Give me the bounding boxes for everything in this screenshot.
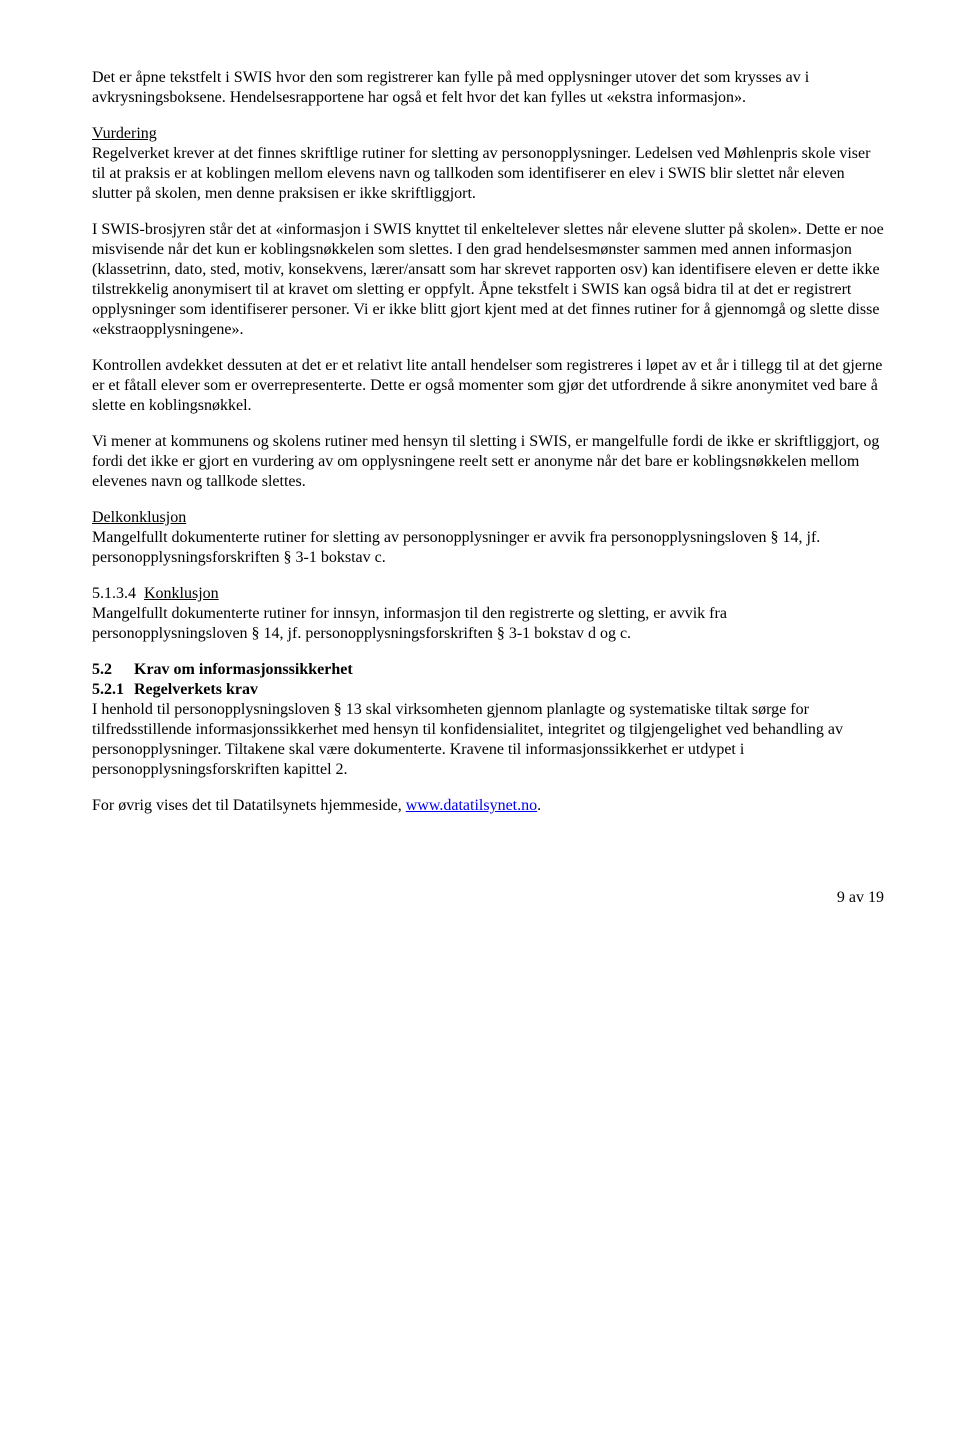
paragraph-text: For øvrig vises det til Datatilsynets hj…	[92, 797, 406, 814]
paragraph-text: I henhold til personopplysningsloven § 1…	[92, 701, 843, 778]
paragraph: Det er åpne tekstfelt i SWIS hvor den so…	[92, 68, 884, 108]
section-heading: 5.2Krav om informasjonssikkerhet	[92, 660, 884, 680]
paragraph-text: Regelverket krever at det finnes skriftl…	[92, 145, 870, 202]
datatilsynet-link[interactable]: www.datatilsynet.no	[406, 797, 537, 814]
subheading-vurdering: Vurdering	[92, 125, 157, 142]
paragraph: 5.2.1Regelverkets krav I henhold til per…	[92, 680, 884, 780]
paragraph-text: .	[537, 797, 541, 814]
section-title-konklusjon: Konklusjon	[144, 585, 219, 602]
section-title: Krav om informasjonssikkerhet	[134, 661, 353, 678]
paragraph-text: Mangelfullt dokumenterte rutiner for sle…	[92, 529, 820, 566]
paragraph-text: Mangelfullt dokumenterte rutiner for inn…	[92, 605, 727, 642]
subheading-delkonklusjon: Delkonklusjon	[92, 509, 186, 526]
paragraph: Vurdering Regelverket krever at det finn…	[92, 124, 884, 204]
page-number: 9 av 19	[92, 888, 884, 908]
section-number: 5.2.1	[92, 680, 134, 700]
section-number: 5.1.3.4	[92, 585, 136, 602]
paragraph: 5.1.3.4 Konklusjon Mangelfullt dokumente…	[92, 584, 884, 644]
paragraph: Delkonklusjon Mangelfullt dokumenterte r…	[92, 508, 884, 568]
paragraph: Vi mener at kommunens og skolens rutiner…	[92, 432, 884, 492]
paragraph: Kontrollen avdekket dessuten at det er e…	[92, 356, 884, 416]
section-title: Regelverkets krav	[134, 681, 258, 698]
section-number: 5.2	[92, 660, 134, 680]
paragraph: I SWIS-brosjyren står det at «informasjo…	[92, 220, 884, 340]
paragraph: For øvrig vises det til Datatilsynets hj…	[92, 796, 884, 816]
